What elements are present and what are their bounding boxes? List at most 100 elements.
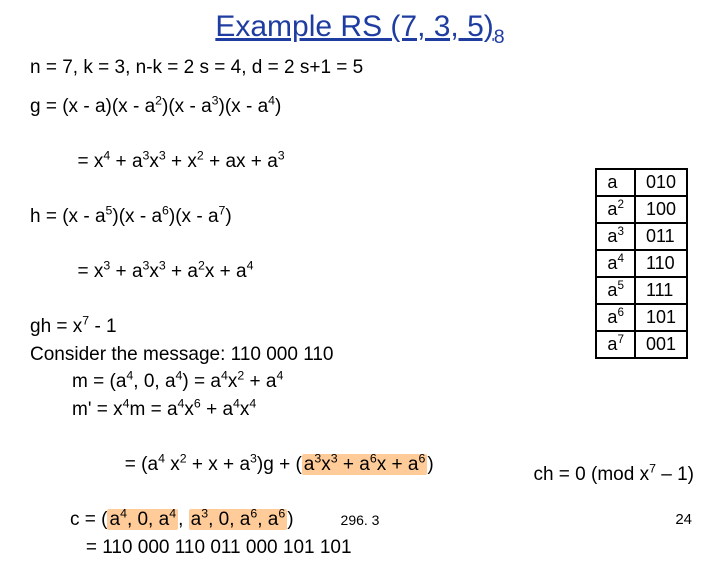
txt: )(x - bbox=[219, 96, 258, 117]
table-row: a6101 bbox=[596, 304, 687, 331]
exp: 4 bbox=[158, 452, 165, 466]
txt: ch = 0 (mod x bbox=[533, 464, 649, 485]
txt: x bbox=[240, 399, 250, 420]
exp: 3 bbox=[278, 149, 285, 163]
alpha: a bbox=[359, 454, 370, 475]
txt: m = ( bbox=[72, 371, 116, 392]
exp: 4 bbox=[268, 94, 275, 108]
exp: 7 bbox=[617, 333, 624, 346]
exp: 6 bbox=[278, 507, 285, 521]
exp: 7 bbox=[649, 462, 656, 476]
alpha: a bbox=[408, 454, 419, 475]
alpha: a bbox=[236, 261, 247, 282]
table-row: a7001 bbox=[596, 331, 687, 358]
alpha: a bbox=[165, 371, 176, 392]
txt: + bbox=[244, 371, 266, 392]
txt: + bbox=[110, 261, 132, 282]
exp: 4 bbox=[120, 507, 127, 521]
alpha: a bbox=[607, 172, 617, 192]
alpha: a bbox=[607, 307, 617, 327]
txt: , bbox=[257, 509, 268, 530]
gh-line: gh = x7 - 1 bbox=[30, 313, 690, 341]
exp: 3 bbox=[250, 452, 257, 466]
alpha: a bbox=[95, 206, 106, 227]
exp: 4 bbox=[233, 397, 240, 411]
table-row: a5111 bbox=[596, 277, 687, 304]
alpha: a bbox=[159, 509, 170, 530]
highlight-parity: a3, 0, a6, a6 bbox=[189, 509, 288, 530]
alpha-cell: a bbox=[596, 169, 635, 196]
txt: )g + ( bbox=[257, 454, 302, 475]
alpha: a bbox=[266, 371, 277, 392]
txt: x + bbox=[236, 151, 267, 172]
alpha-cell: a7 bbox=[596, 331, 635, 358]
txt: + bbox=[338, 454, 360, 475]
txt: gh = x bbox=[30, 316, 82, 337]
alpha-cell: a2 bbox=[596, 196, 635, 223]
bits-cell: 011 bbox=[635, 223, 687, 250]
bits-cell: 001 bbox=[635, 331, 687, 358]
txt: = x bbox=[62, 151, 104, 172]
alpha: a bbox=[95, 96, 106, 117]
bits-cell: 111 bbox=[635, 277, 687, 304]
exp: 3 bbox=[212, 94, 219, 108]
txt: g = (x - bbox=[30, 96, 95, 117]
txt: x bbox=[184, 399, 194, 420]
alpha: a bbox=[109, 509, 120, 530]
exp: 4 bbox=[247, 259, 254, 273]
alpha: a bbox=[222, 399, 233, 420]
txt: x bbox=[165, 454, 180, 475]
exp: 5 bbox=[617, 279, 624, 292]
txt: , 0, bbox=[133, 371, 165, 392]
txt: – 1) bbox=[656, 464, 694, 485]
exp: 2 bbox=[198, 259, 205, 273]
alpha: a bbox=[607, 253, 617, 273]
txt: ) bbox=[275, 96, 281, 117]
alpha: a bbox=[151, 206, 162, 227]
txt: m' = x bbox=[72, 399, 123, 420]
slide-title: Example RS (7, 3, 5)8 bbox=[30, 10, 690, 49]
alpha: a bbox=[304, 454, 315, 475]
txt: + x bbox=[166, 151, 197, 172]
txt: x + bbox=[205, 261, 236, 282]
exp: 4 bbox=[221, 369, 228, 383]
exp: 6 bbox=[370, 452, 377, 466]
txt: ) bbox=[225, 206, 231, 227]
bits-cell: 101 bbox=[635, 304, 687, 331]
exp: 4 bbox=[276, 369, 283, 383]
alpha-cell: a5 bbox=[596, 277, 635, 304]
h-poly-line1: h = (x - a5)(x - a6)(x - a7) bbox=[30, 203, 690, 231]
txt: + bbox=[110, 151, 132, 172]
txt: , bbox=[178, 509, 189, 530]
page-number: 24 bbox=[675, 511, 692, 528]
alpha: a bbox=[167, 399, 178, 420]
alpha: a bbox=[116, 371, 127, 392]
bits-cell: 010 bbox=[635, 169, 687, 196]
txt: + x + bbox=[187, 454, 240, 475]
txt: , 0, bbox=[127, 509, 159, 530]
exp: 3 bbox=[331, 452, 338, 466]
exp: 2 bbox=[155, 94, 162, 108]
txt: m = bbox=[129, 399, 166, 420]
exp: 4 bbox=[617, 252, 624, 265]
alpha: a bbox=[268, 509, 279, 530]
footer-center: 296. 3 bbox=[341, 512, 380, 528]
alpha: a bbox=[607, 280, 617, 300]
txt: + bbox=[201, 399, 223, 420]
alpha: a bbox=[148, 454, 159, 475]
txt: ) bbox=[427, 454, 433, 475]
alpha: a bbox=[240, 509, 251, 530]
exp: 2 bbox=[617, 198, 624, 211]
m-line: m = (a4, 0, a4) = a4x2 + a4 bbox=[30, 368, 690, 396]
txt: = x bbox=[62, 261, 104, 282]
exp: 6 bbox=[418, 452, 425, 466]
alpha-cell: a4 bbox=[596, 250, 635, 277]
exp: 2 bbox=[197, 149, 204, 163]
exp: 2 bbox=[180, 452, 187, 466]
txt: , 0, bbox=[208, 509, 240, 530]
alpha: a bbox=[132, 151, 143, 172]
txt: = ( bbox=[104, 454, 148, 475]
alpha: a bbox=[258, 96, 269, 117]
txt: )(x - bbox=[106, 96, 145, 117]
mprime-line1: m' = x4m = a4x6 + a4x4 bbox=[30, 396, 690, 424]
